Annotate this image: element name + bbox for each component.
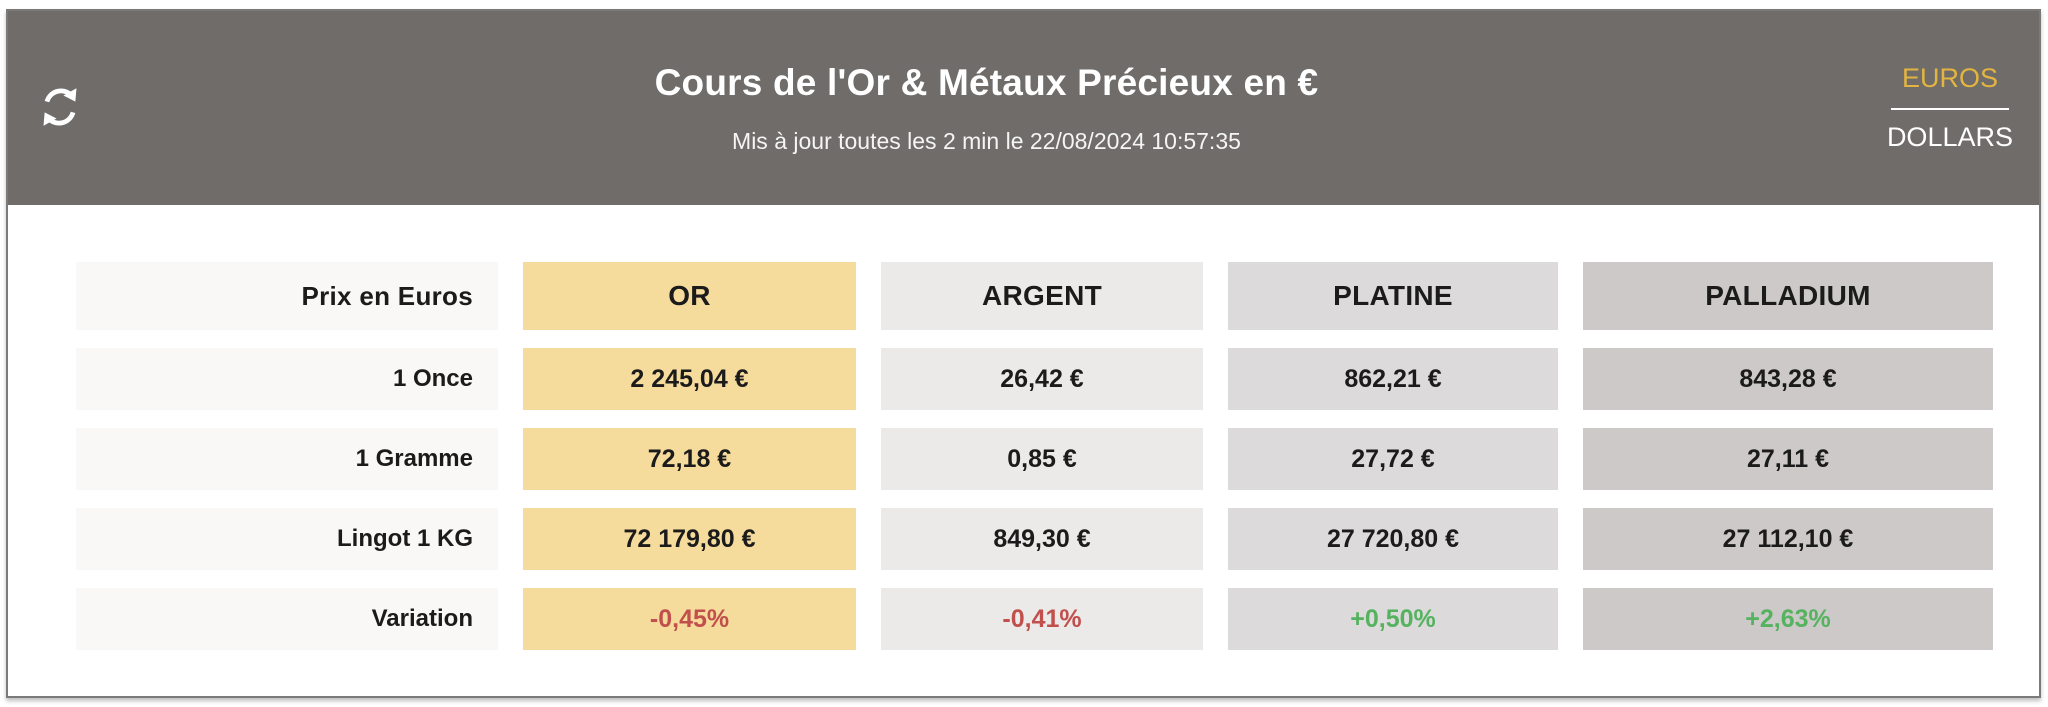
refresh-icon (37, 84, 83, 133)
col-header-argent: ARGENT (881, 262, 1203, 330)
row-label-gramme: 1 Gramme (76, 428, 498, 490)
price-cell-or-once: 2 245,04 € (523, 348, 856, 410)
variation-cell-palladium: +2,63% (1583, 588, 1993, 650)
header-titles: Cours de l'Or & Métaux Précieux en € Mis… (90, 62, 1883, 155)
price-cell-argent-lingot: 849,30 € (881, 508, 1203, 570)
currency-option-euros[interactable]: EUROS (1901, 63, 1998, 93)
currency-toggle: EUROS DOLLARS (1883, 61, 2017, 155)
variation-cell-argent: -0,41% (881, 588, 1203, 650)
price-table: Prix en Euros OR ARGENT PLATINE PALLADIU… (76, 262, 1993, 650)
price-cell-platine-lingot: 27 720,80 € (1228, 508, 1558, 570)
price-cell-argent-gramme: 0,85 € (881, 428, 1203, 490)
col-header-platine: PLATINE (1228, 262, 1558, 330)
widget-header: Cours de l'Or & Métaux Précieux en € Mis… (8, 11, 2039, 205)
refresh-button[interactable] (30, 78, 90, 138)
price-cell-palladium-once: 843,28 € (1583, 348, 1993, 410)
price-cell-platine-once: 862,21 € (1228, 348, 1558, 410)
row-label-lingot: Lingot 1 KG (76, 508, 498, 570)
price-cell-palladium-gramme: 27,11 € (1583, 428, 1993, 490)
variation-cell-or: -0,45% (523, 588, 856, 650)
currency-divider (1890, 108, 2009, 110)
row-label-variation: Variation (76, 588, 498, 650)
variation-cell-platine: +0,50% (1228, 588, 1558, 650)
metal-prices-widget: Cours de l'Or & Métaux Précieux en € Mis… (6, 9, 2041, 698)
col-header-palladium: PALLADIUM (1583, 262, 1993, 330)
price-cell-or-gramme: 72,18 € (523, 428, 856, 490)
price-cell-or-lingot: 72 179,80 € (523, 508, 856, 570)
page-title: Cours de l'Or & Métaux Précieux en € (654, 61, 1319, 103)
corner-header-cell: Prix en Euros (76, 262, 498, 330)
price-cell-palladium-lingot: 27 112,10 € (1583, 508, 1993, 570)
currency-option-dollars[interactable]: DOLLARS (1886, 122, 2013, 152)
price-cell-platine-gramme: 27,72 € (1228, 428, 1558, 490)
row-label-once: 1 Once (76, 348, 498, 410)
last-updated-text: Mis à jour toutes les 2 min le 22/08/202… (732, 127, 1241, 154)
col-header-or: OR (523, 262, 856, 330)
price-cell-argent-once: 26,42 € (881, 348, 1203, 410)
